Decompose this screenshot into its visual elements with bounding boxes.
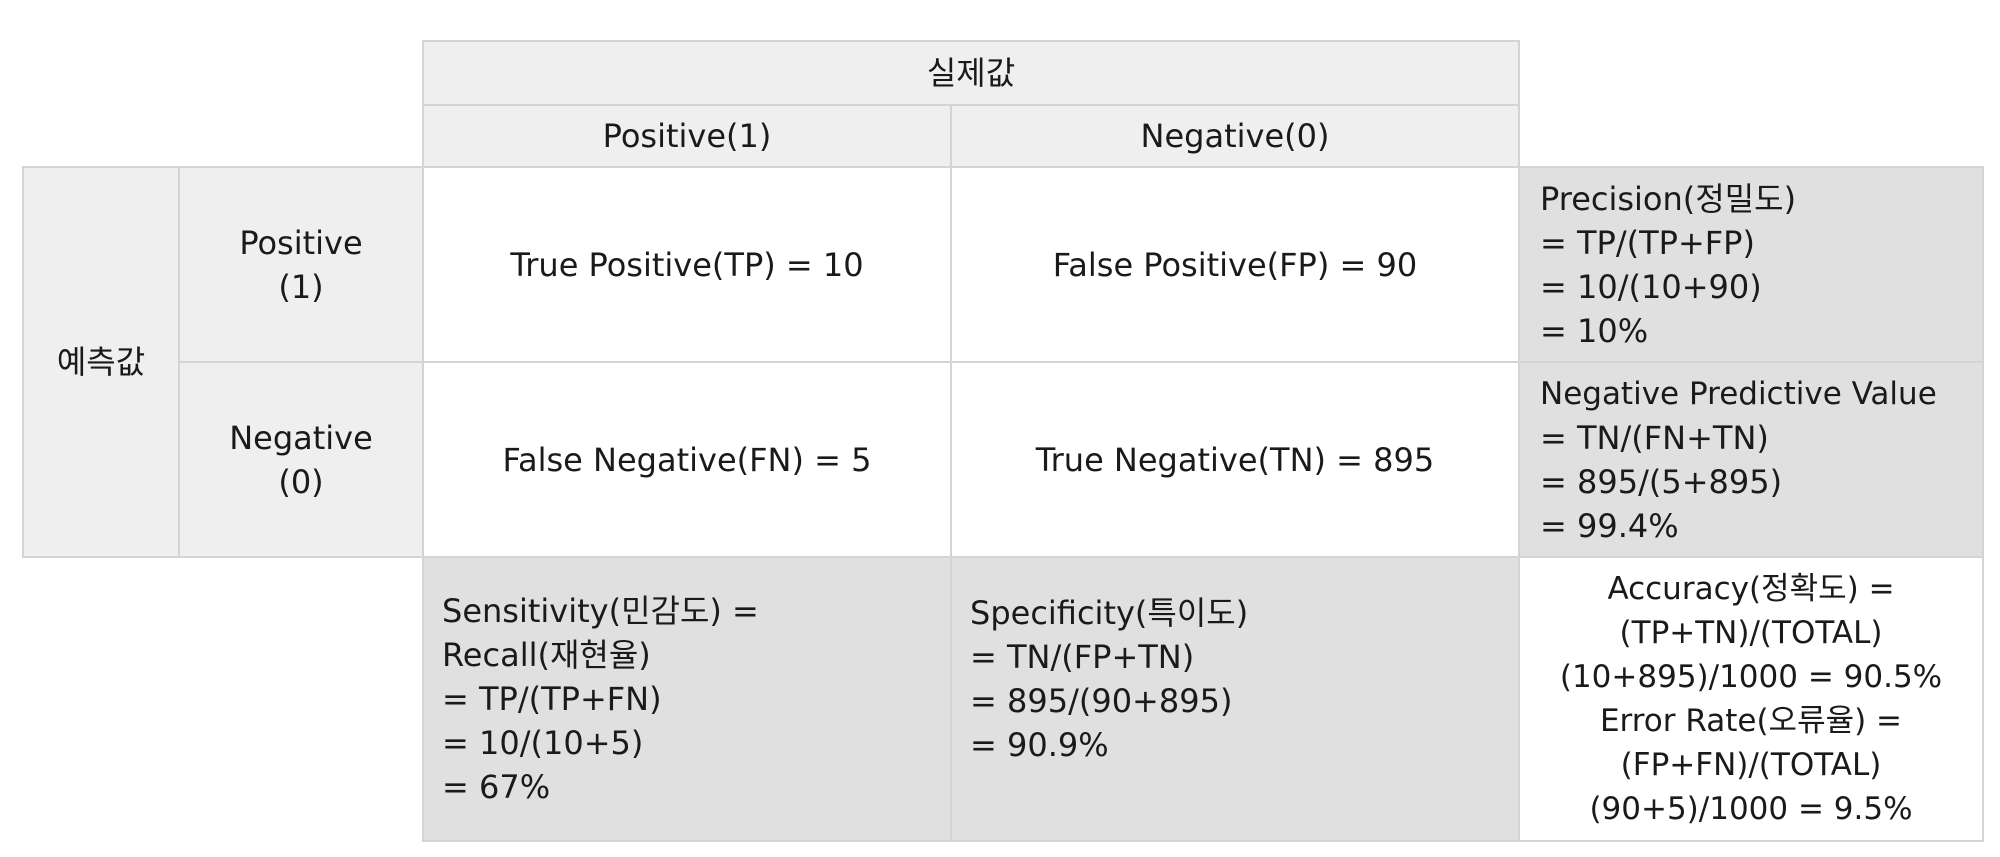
row-header-negative: Negative (0) (178, 361, 424, 558)
accuracy-line: (10+895)/1000 = 90.5% (1559, 659, 1943, 695)
sensitivity-line: Sensitivity(민감도) = (442, 592, 759, 630)
true-negative-value: True Negative(TN) = 895 (1035, 440, 1435, 479)
actual-value-header: 실제값 (422, 40, 1520, 106)
error-rate-line: Error Rate(오류율) = (1599, 703, 1903, 739)
sensitivity-line: = 67% (442, 768, 551, 806)
column-header-positive: Positive(1) (422, 104, 952, 168)
column-header-negative: Negative(0) (950, 104, 1520, 168)
sensitivity-cell: Sensitivity(민감도) = Recall(재현율) = TP/(TP+… (422, 556, 952, 842)
precision-line: = 10% (1540, 311, 1649, 350)
predicted-value-header: 예측값 (22, 166, 180, 558)
row-header-negative-line: Negative (229, 418, 373, 457)
row-header-positive: Positive (1) (178, 166, 424, 363)
true-negative-cell: True Negative(TN) = 895 (950, 361, 1520, 558)
false-positive-value: False Positive(FP) = 90 (1052, 245, 1418, 284)
specificity-cell: Specificity(특이도) = TN/(FP+TN) = 895/(90+… (950, 556, 1520, 842)
error-rate-line: (FP+FN)/(TOTAL) (1620, 747, 1882, 783)
specificity-line: = TN/(FP+TN) (970, 638, 1195, 676)
column-header-positive-label: Positive(1) (602, 117, 772, 155)
accuracy-cell: Accuracy(정확도) = (TP+TN)/(TOTAL) (10+895)… (1518, 556, 1984, 842)
npv-line: Negative Predictive Value (1540, 375, 1937, 412)
npv-line: = 895/(5+895) (1540, 462, 1783, 501)
specificity-line: Specificity(특이도) (970, 594, 1249, 632)
accuracy-line: Accuracy(정확도) = (1607, 571, 1895, 607)
false-positive-cell: False Positive(FP) = 90 (950, 166, 1520, 363)
precision-line: = 10/(10+90) (1540, 267, 1762, 306)
true-positive-cell: True Positive(TP) = 10 (422, 166, 952, 363)
actual-value-label: 실제값 (926, 54, 1016, 92)
false-negative-cell: False Negative(FN) = 5 (422, 361, 952, 558)
sensitivity-line: Recall(재현율) (442, 636, 651, 674)
sensitivity-line: = TP/(TP+FN) (442, 680, 662, 718)
npv-line: = 99.4% (1540, 506, 1679, 545)
npv-cell: Negative Predictive Value = TN/(FN+TN) =… (1518, 361, 1984, 558)
error-rate-line: (90+5)/1000 = 9.5% (1589, 791, 1913, 827)
row-header-positive-line: Positive (239, 223, 363, 262)
false-negative-value: False Negative(FN) = 5 (502, 440, 872, 479)
npv-line: = TN/(FN+TN) (1540, 418, 1769, 457)
sensitivity-line: = 10/(10+5) (442, 724, 644, 762)
accuracy-line: (TP+TN)/(TOTAL) (1619, 615, 1883, 651)
specificity-line: = 90.9% (970, 726, 1109, 764)
predicted-value-label: 예측값 (56, 343, 146, 381)
row-header-positive-line: (1) (278, 267, 324, 306)
specificity-line: = 895/(90+895) (970, 682, 1233, 720)
precision-line: Precision(정밀도) (1540, 179, 1797, 218)
precision-cell: Precision(정밀도) = TP/(TP+FP) = 10/(10+90)… (1518, 166, 1984, 363)
precision-line: = TP/(TP+FP) (1540, 223, 1755, 262)
row-header-negative-line: (0) (278, 462, 324, 501)
true-positive-value: True Positive(TP) = 10 (510, 245, 864, 284)
column-header-negative-label: Negative(0) (1140, 117, 1330, 155)
